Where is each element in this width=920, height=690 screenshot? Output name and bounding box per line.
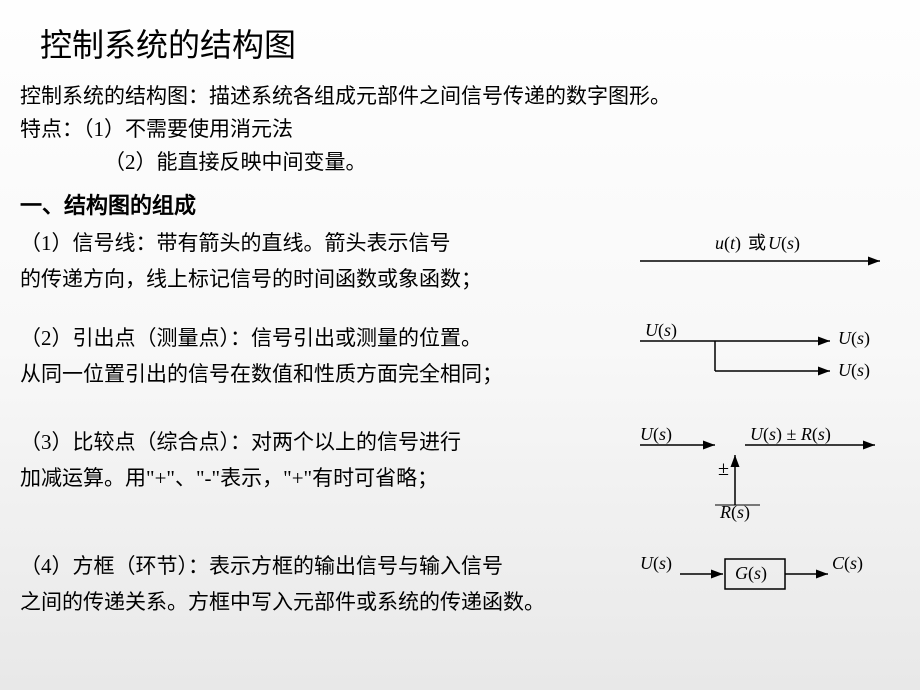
point-1-text: （1）不需要使用消元法 — [83, 117, 293, 141]
item-signal-line: （1）信号线：带有箭头的直线。箭头表示信号 的传递方向，线上标记信号的时间函数或… — [20, 226, 900, 297]
item-4-line2: 之间的传递关系。方框中写入元部件或系统的传递函数。 — [20, 590, 545, 614]
item-2-line2: 从同一位置引出的信号在数值和性质方面完全相同； — [20, 362, 503, 386]
page-title: 控制系统的结构图 — [40, 20, 900, 66]
svg-text:U(s): U(s) — [838, 328, 870, 349]
item-2-line1: （2）引出点（测量点）：信号引出或测量的位置。 — [20, 326, 482, 350]
section-header: 一、结构图的组成 — [20, 188, 900, 220]
svg-text:u(t): u(t) — [715, 233, 741, 254]
svg-text:±: ± — [718, 458, 729, 480]
point-1: 特点：（1）不需要使用消元法 — [20, 113, 900, 143]
point-2: （2）能直接反映中间变量。 — [104, 146, 900, 176]
item-3-line2: 加减运算。用"+"、"-"表示，"+"有时可省略； — [20, 466, 438, 490]
svg-text:或: 或 — [748, 233, 766, 253]
svg-text:U(s) ± R(s): U(s) ± R(s) — [750, 424, 831, 445]
svg-text:U(s): U(s) — [645, 320, 677, 341]
svg-text:U(s): U(s) — [640, 424, 672, 445]
svg-text:G(s): G(s) — [735, 563, 767, 584]
item-3-line1: （3）比较点（综合点）：对两个以上的信号进行 — [20, 430, 461, 454]
item-4-line1: （4）方框（环节）：表示方框的输出信号与输入信号 — [20, 554, 503, 578]
points-prefix: 特点： — [20, 117, 83, 141]
item-block: （4）方框（环节）：表示方框的输出信号与输入信号 之间的传递关系。方框中写入元部… — [20, 549, 900, 620]
diagram-summing-point: U(s) ± R(s) U(s) ± R(s) — [620, 425, 900, 525]
item-1-line2: 的传递方向，线上标记信号的时间函数或象函数； — [20, 267, 482, 291]
item-3-text: （3）比较点（综合点）：对两个以上的信号进行 加减运算。用"+"、"-"表示，"… — [20, 425, 620, 496]
diagram-signal-line: u(t) 或 U(s) — [620, 226, 900, 276]
item-1-text: （1）信号线：带有箭头的直线。箭头表示信号 的传递方向，线上标记信号的时间函数或… — [20, 226, 620, 297]
item-1-line1: （1）信号线：带有箭头的直线。箭头表示信号 — [20, 231, 451, 255]
svg-text:C(s): C(s) — [832, 553, 863, 574]
item-2-text: （2）引出点（测量点）：信号引出或测量的位置。 从同一位置引出的信号在数值和性质… — [20, 321, 620, 392]
diagram-block: U(s) G(s) C(s) — [620, 549, 900, 599]
svg-text:U(s): U(s) — [838, 360, 870, 381]
svg-text:U(s): U(s) — [768, 233, 800, 254]
item-pickoff-point: （2）引出点（测量点）：信号引出或测量的位置。 从同一位置引出的信号在数值和性质… — [20, 321, 900, 401]
intro-text: 控制系统的结构图：描述系统各组成元部件之间信号传递的数字图形。 — [20, 80, 900, 110]
svg-text:U(s): U(s) — [640, 553, 672, 574]
diagram-pickoff-point: U(s) U(s) U(s) — [620, 321, 900, 401]
item-4-text: （4）方框（环节）：表示方框的输出信号与输入信号 之间的传递关系。方框中写入元部… — [20, 549, 620, 620]
item-summing-point: （3）比较点（综合点）：对两个以上的信号进行 加减运算。用"+"、"-"表示，"… — [20, 425, 900, 525]
